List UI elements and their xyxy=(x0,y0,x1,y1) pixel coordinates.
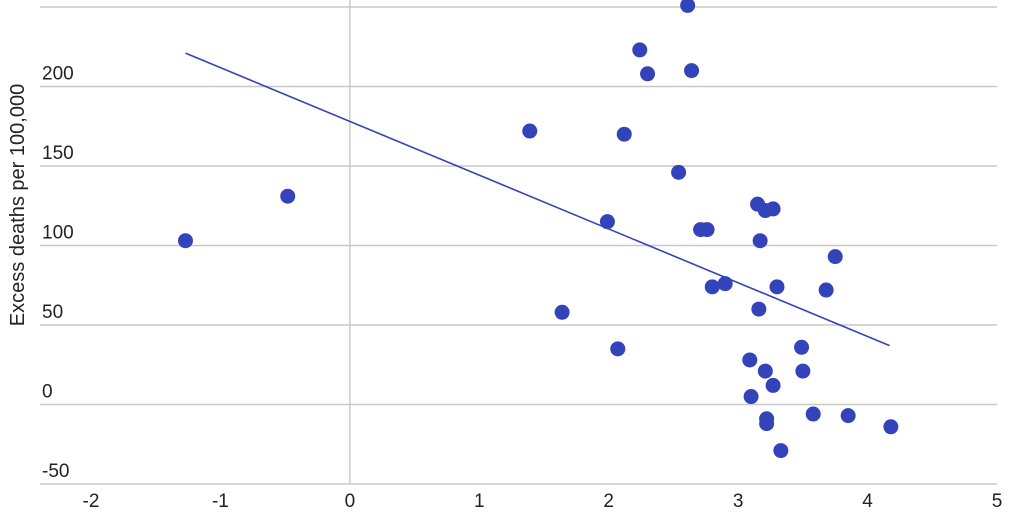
scatter-point xyxy=(827,249,843,265)
scatter-point xyxy=(765,201,781,217)
y-tick-label: 200 xyxy=(42,64,74,85)
scatter-point xyxy=(717,276,733,292)
x-tick-label: -1 xyxy=(212,491,229,512)
scatter-point xyxy=(671,164,687,180)
y-tick-label: 0 xyxy=(42,382,53,403)
scatter-point xyxy=(794,339,810,355)
scatter-point xyxy=(280,188,296,204)
scatter-point xyxy=(177,233,193,249)
tick-labels: -50 0 50 100 150 200 -2 -1 0 1 2 3 4 5 xyxy=(42,64,1002,512)
x-tick-label: 5 xyxy=(992,491,1003,512)
trendline xyxy=(185,52,890,347)
x-tick-label: 4 xyxy=(862,491,873,512)
scatter-point xyxy=(769,279,785,295)
scatter-point xyxy=(765,377,781,393)
scatter-point xyxy=(684,63,700,79)
scatter-point xyxy=(759,416,775,432)
scatter-point xyxy=(742,352,758,368)
x-tick-label: 2 xyxy=(603,491,614,512)
y-tick-label: 100 xyxy=(42,223,74,244)
x-tick-label: 3 xyxy=(733,491,744,512)
scatter-point xyxy=(840,408,856,424)
scatter-point xyxy=(773,443,789,459)
data-points xyxy=(177,0,899,459)
y-axis-title: Excess deaths per 100,000 xyxy=(7,84,29,326)
scatter-point xyxy=(616,126,632,142)
y-tick-label: 50 xyxy=(42,302,63,323)
scatter-point xyxy=(743,389,759,405)
x-tick-label: -2 xyxy=(83,491,100,512)
y-tick-label: 150 xyxy=(42,143,74,164)
scatter-point xyxy=(795,363,811,379)
x-tick-label: 1 xyxy=(474,491,485,512)
x-tick-label: 0 xyxy=(345,491,356,512)
scatter-point xyxy=(640,66,656,82)
scatter-point xyxy=(757,363,773,379)
scatter-point xyxy=(751,301,767,317)
scatter-point xyxy=(599,214,615,230)
grid-lines xyxy=(40,6,997,485)
scatter-point xyxy=(680,0,696,13)
scatter-point xyxy=(632,42,648,58)
scatter-point xyxy=(805,406,821,422)
scatter-point xyxy=(522,123,538,139)
scatter-point xyxy=(752,233,768,249)
y-tick-label: -50 xyxy=(42,461,69,482)
scatter-point xyxy=(818,282,834,298)
scatter-point xyxy=(610,341,626,357)
scatter-point xyxy=(704,279,720,295)
trendline-layer xyxy=(185,52,890,347)
scatter-point xyxy=(883,419,899,435)
scatter-point xyxy=(699,222,715,238)
scatter-point xyxy=(554,304,570,320)
